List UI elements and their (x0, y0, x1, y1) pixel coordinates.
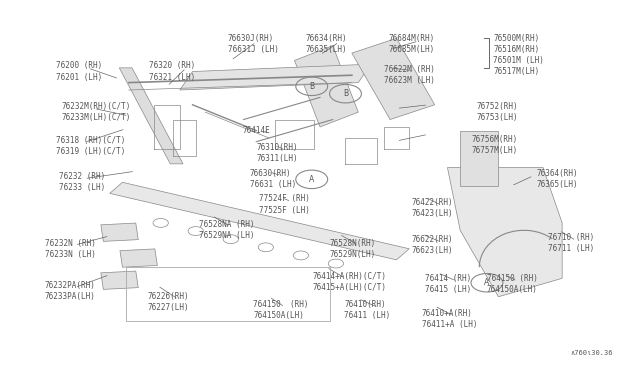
Text: 76752(RH)
76753(LH): 76752(RH) 76753(LH) (476, 102, 518, 122)
Polygon shape (447, 167, 562, 297)
Polygon shape (109, 182, 409, 260)
Polygon shape (119, 68, 183, 164)
Text: 76414+A(RH)(C/T)
76415+A(LH)(C/T): 76414+A(RH)(C/T) 76415+A(LH)(C/T) (312, 272, 387, 292)
Text: 76622M (RH)
76623M (LH): 76622M (RH) 76623M (LH) (384, 65, 435, 85)
Text: 764150 (RH)
764150A(LH): 764150 (RH) 764150A(LH) (487, 274, 538, 294)
Text: 76630(RH)
76631 (LH): 76630(RH) 76631 (LH) (250, 169, 296, 189)
Text: 76232N (RH)
76233N (LH): 76232N (RH) 76233N (LH) (45, 239, 95, 259)
Text: B: B (309, 82, 314, 91)
Text: ∧760ι30.36: ∧760ι30.36 (571, 350, 613, 356)
Text: A: A (309, 175, 314, 184)
Text: 76414E: 76414E (243, 126, 270, 135)
Text: 76622(RH)
76623(LH): 76622(RH) 76623(LH) (411, 235, 452, 255)
Text: 76684M(RH)
76685M(LH): 76684M(RH) 76685M(LH) (389, 34, 435, 54)
Text: 76232PA(RH)
76233PA(LH): 76232PA(RH) 76233PA(LH) (45, 281, 95, 301)
Polygon shape (460, 131, 499, 186)
Text: 76710 (RH)
76711 (LH): 76710 (RH) 76711 (LH) (548, 233, 595, 253)
Text: 76410(RH)
76411 (LH): 76410(RH) 76411 (LH) (344, 299, 390, 320)
Text: 76410+A(RH)
76411+A (LH): 76410+A(RH) 76411+A (LH) (422, 309, 477, 329)
Text: 76364(RH)
76365(LH): 76364(RH) 76365(LH) (537, 169, 579, 189)
Text: 76320 (RH)
76321 (LH): 76320 (RH) 76321 (LH) (149, 61, 195, 81)
Circle shape (223, 235, 239, 244)
Text: 76528N(RH)
76529N(LH): 76528N(RH) 76529N(LH) (330, 239, 376, 259)
Circle shape (188, 227, 204, 235)
Circle shape (258, 243, 273, 252)
Text: 76500M(RH)
76516M(RH)
76501M (LH)
76517M(LH): 76500M(RH) 76516M(RH) 76501M (LH) 76517M… (493, 34, 544, 76)
Circle shape (153, 218, 168, 227)
Text: 76528NA (RH)
76529NA (LH): 76528NA (RH) 76529NA (LH) (199, 220, 255, 240)
Text: 76414 (RH)
76415 (LH): 76414 (RH) 76415 (LH) (425, 274, 472, 294)
Text: 76756M(RH)
76757M(LH): 76756M(RH) 76757M(LH) (472, 135, 518, 155)
Polygon shape (180, 64, 371, 90)
Text: 76630J(RH)
76631J (LH): 76630J(RH) 76631J (LH) (228, 34, 278, 54)
Text: A: A (484, 278, 490, 287)
Polygon shape (294, 46, 358, 127)
Text: 76226(RH)
76227(LH): 76226(RH) 76227(LH) (148, 292, 189, 312)
Text: 76232 (RH)
76233 (LH): 76232 (RH) 76233 (LH) (59, 172, 105, 192)
Text: B: B (343, 89, 348, 98)
Text: 76318 (RH)(C/T)
76319 (LH)(C/T): 76318 (RH)(C/T) 76319 (LH)(C/T) (56, 136, 125, 156)
Text: 76634(RH)
76635(LH): 76634(RH) 76635(LH) (306, 34, 348, 54)
Text: 764150  (RH)
764150A(LH): 764150 (RH) 764150A(LH) (253, 299, 308, 320)
Bar (125, 267, 330, 321)
Text: 76422(RH)
76423(LH): 76422(RH) 76423(LH) (411, 198, 452, 218)
Bar (120, 249, 157, 267)
Circle shape (328, 259, 344, 268)
Polygon shape (352, 38, 435, 119)
Text: 76310(RH)
76311(LH): 76310(RH) 76311(LH) (256, 143, 298, 163)
Text: 76232M(RH)(C/T)
76233M(LH)(C/T): 76232M(RH)(C/T) 76233M(LH)(C/T) (62, 102, 131, 122)
Text: 77524F (RH)
77525F (LH): 77524F (RH) 77525F (LH) (259, 195, 310, 215)
Circle shape (293, 251, 308, 260)
Bar (101, 223, 138, 241)
Bar (101, 271, 138, 289)
Text: 76200 (RH)
76201 (LH): 76200 (RH) 76201 (LH) (56, 61, 102, 81)
